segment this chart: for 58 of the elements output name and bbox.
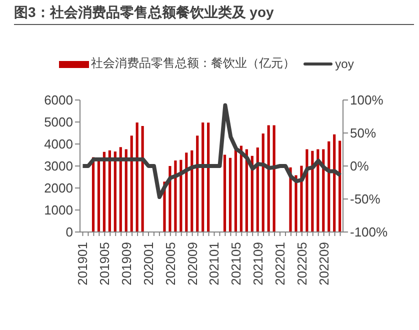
bar: [272, 125, 276, 232]
bar: [168, 166, 172, 232]
bar: [130, 136, 133, 232]
bar: [338, 140, 342, 232]
x-tick-label: 202205: [294, 242, 310, 286]
x-tick-label: 202105: [228, 242, 244, 286]
chart-title: 图3：社会消费品零售总额餐饮业类及 yoy: [14, 4, 414, 25]
bar: [185, 152, 188, 232]
line-series: [80, 103, 342, 200]
bar: [114, 151, 116, 232]
bar: [333, 134, 336, 232]
bar: [234, 150, 238, 232]
y2-tick-label: -50%: [350, 192, 381, 207]
bar: [311, 150, 314, 232]
y2-tick-label: 0%: [350, 158, 370, 174]
x-tick-label: 201901: [75, 242, 90, 286]
bar: [228, 158, 232, 232]
bar: [141, 126, 144, 232]
bar: [108, 150, 111, 232]
y-tick-label: 0: [66, 224, 73, 240]
y-tick-label: 6000: [44, 92, 73, 108]
legend-label: 社会消费品零售总额：餐饮业（亿元）: [91, 55, 296, 72]
y-tick-label: 4000: [44, 136, 73, 152]
x-tick-label: 202009: [184, 242, 200, 286]
y-tick-label: 3000: [44, 158, 73, 174]
bar: [97, 160, 100, 232]
bar: [300, 166, 303, 232]
x-tick-label: 201905: [97, 242, 112, 286]
bar: [328, 141, 330, 232]
bar: [124, 149, 128, 232]
x-tick-label: 202209: [316, 242, 332, 286]
bar: [267, 125, 270, 232]
x-tick-label: 202005: [162, 242, 178, 286]
y2-tick-label: -100%: [350, 224, 388, 240]
bar: [223, 154, 226, 232]
x-tick-label: 201909: [119, 242, 134, 286]
bar: [190, 150, 194, 232]
bar: [207, 122, 210, 232]
x-tick-label: 202109: [250, 242, 266, 286]
bar: [262, 133, 264, 232]
bar: [174, 160, 177, 232]
y2-tick-label: 50%: [350, 126, 376, 141]
bar: [136, 122, 138, 232]
bar: [196, 136, 199, 232]
legend-label: yoy: [335, 56, 354, 70]
y-tick-label: 2000: [44, 180, 73, 196]
bar: [202, 122, 204, 232]
y-tick-label: 5000: [44, 114, 73, 130]
bar: [240, 146, 242, 232]
y2-tick-label: 100%: [350, 92, 384, 108]
bar: [294, 175, 298, 232]
x-tick-label: 202201: [272, 242, 288, 286]
x-tick-label: 202001: [140, 242, 156, 286]
y-tick-label: 1000: [44, 202, 73, 218]
bar: [102, 152, 106, 232]
bar: [119, 147, 122, 232]
x-tick-label: 202101: [206, 242, 222, 286]
bar: [256, 148, 259, 232]
